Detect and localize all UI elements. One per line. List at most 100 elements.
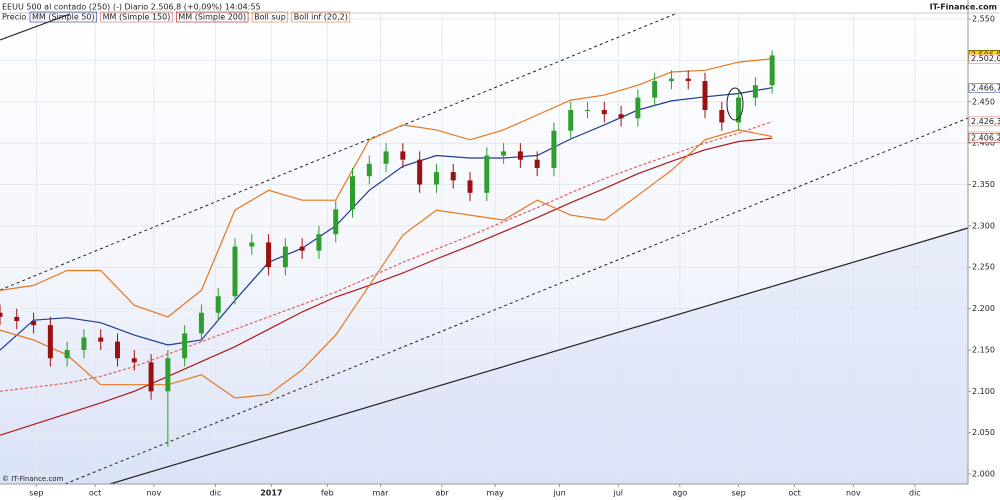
legend-box bbox=[251, 11, 289, 23]
candle-body bbox=[98, 337, 104, 342]
candle-body bbox=[249, 242, 255, 247]
legend-box bbox=[100, 11, 173, 23]
y-tick-label: 2.400 bbox=[972, 139, 995, 148]
x-tick-label: feb bbox=[321, 489, 334, 498]
candle-body bbox=[316, 234, 322, 251]
candle-body bbox=[232, 246, 238, 297]
legend-entry: Boll sup bbox=[254, 13, 286, 22]
legend: MM (Simple 50) MM (Simple 150) MM (Simple … bbox=[29, 11, 351, 23]
x-tick-label: sep bbox=[732, 489, 746, 498]
x-tick-label: nov bbox=[846, 489, 861, 498]
y-tick-label: 2.000 bbox=[972, 470, 995, 479]
legend-price: Precio bbox=[2, 13, 26, 22]
x-tick-label: may bbox=[486, 489, 504, 498]
y-tick-label: 2.050 bbox=[972, 428, 995, 437]
y-tick-label: 2.350 bbox=[972, 180, 995, 189]
x-tick-label: jun bbox=[552, 489, 565, 498]
candle-body bbox=[467, 180, 473, 193]
x-tick-label: jul bbox=[613, 489, 624, 498]
candle-body bbox=[165, 358, 171, 392]
indicator-line bbox=[0, 129, 773, 399]
candle-body bbox=[350, 176, 356, 210]
candle-body bbox=[299, 246, 305, 251]
indicator-line bbox=[0, 121, 773, 392]
indicator-line bbox=[0, 58, 773, 318]
legend-box bbox=[291, 11, 351, 23]
candle-body bbox=[31, 321, 37, 326]
candle-body bbox=[551, 130, 557, 168]
candle-body bbox=[568, 110, 574, 131]
candle-body bbox=[534, 159, 540, 168]
candle-body bbox=[14, 316, 20, 322]
legend-entry: MM (Simple 200) bbox=[178, 13, 246, 22]
candle-body bbox=[366, 163, 372, 177]
candle-body bbox=[736, 97, 742, 123]
x-tick-label: abr bbox=[435, 489, 449, 498]
legend-box bbox=[176, 11, 249, 23]
indicator-line bbox=[0, 137, 773, 436]
legend-box bbox=[29, 11, 97, 23]
trend-line bbox=[109, 227, 969, 485]
legend-entry: MM (Simple 150) bbox=[103, 13, 171, 22]
candle-body bbox=[47, 325, 53, 359]
candle-body bbox=[668, 78, 674, 82]
x-tick-label: dic bbox=[909, 489, 921, 498]
candle-body bbox=[81, 337, 87, 350]
axis-background bbox=[0, 484, 968, 500]
channel-line bbox=[64, 117, 969, 485]
price-label-box bbox=[968, 116, 1000, 127]
candle-body bbox=[282, 246, 288, 268]
y-tick-label: 2.150 bbox=[972, 345, 995, 354]
y-tick-label: 2.300 bbox=[972, 221, 995, 230]
y-tick-label: 2.250 bbox=[972, 263, 995, 272]
candle-body bbox=[333, 209, 339, 235]
x-tick-label: oct bbox=[89, 489, 101, 498]
price-label: 2.502,0 bbox=[971, 54, 1000, 63]
indicator-line bbox=[0, 87, 773, 351]
candle-body bbox=[484, 155, 490, 193]
y-tick-label: 2.200 bbox=[972, 304, 995, 313]
channel-line bbox=[0, 13, 676, 291]
price-label-box bbox=[968, 53, 1000, 64]
x-tick-label: oct bbox=[788, 489, 800, 498]
brand: IT-Finance.com bbox=[930, 3, 997, 12]
x-tick-label: mar bbox=[372, 489, 389, 498]
candle-body bbox=[501, 151, 507, 156]
header-bar bbox=[0, 0, 1000, 13]
candle-body bbox=[702, 81, 708, 111]
trend-line bbox=[0, 13, 71, 41]
price-label: 2.466,7 bbox=[971, 83, 1000, 92]
x-tick-label: nov bbox=[147, 489, 162, 498]
candle-body bbox=[517, 151, 523, 160]
chart-title: EEUU 500 al contado (250) (-) Diario 2.5… bbox=[2, 3, 261, 12]
legend-entry: MM (Simple 50) bbox=[32, 13, 95, 22]
candle-body bbox=[266, 242, 272, 268]
candle-body bbox=[148, 362, 154, 392]
candle-body bbox=[601, 110, 607, 115]
x-tick-label: ago bbox=[672, 489, 687, 498]
candle-body bbox=[215, 296, 221, 313]
candle-body bbox=[417, 159, 423, 185]
y-tick-label: 2.100 bbox=[972, 387, 995, 396]
candle-body bbox=[719, 110, 725, 123]
price-label: 2.426,3 bbox=[971, 117, 1000, 126]
candle-body bbox=[64, 349, 70, 359]
axis-background bbox=[968, 0, 1000, 500]
x-tick-label: 2017 bbox=[260, 489, 282, 498]
candle-body bbox=[115, 341, 121, 359]
price-label: 2.406,2 bbox=[971, 134, 1000, 143]
candle-body bbox=[752, 85, 758, 98]
candle-body bbox=[131, 358, 137, 363]
candle-body bbox=[0, 312, 3, 317]
candle-body bbox=[585, 110, 591, 112]
copyright: © IT-Finance.com bbox=[2, 475, 64, 483]
x-tick-label: sep bbox=[29, 489, 43, 498]
y-tick-label: 2.550 bbox=[972, 15, 995, 24]
legend-entry: Boll inf (20,2) bbox=[294, 13, 348, 22]
price-label-box bbox=[968, 83, 1000, 93]
candle-body bbox=[450, 172, 456, 181]
candle-body bbox=[182, 333, 188, 359]
candle-body bbox=[400, 151, 406, 160]
candle-body bbox=[433, 172, 439, 185]
